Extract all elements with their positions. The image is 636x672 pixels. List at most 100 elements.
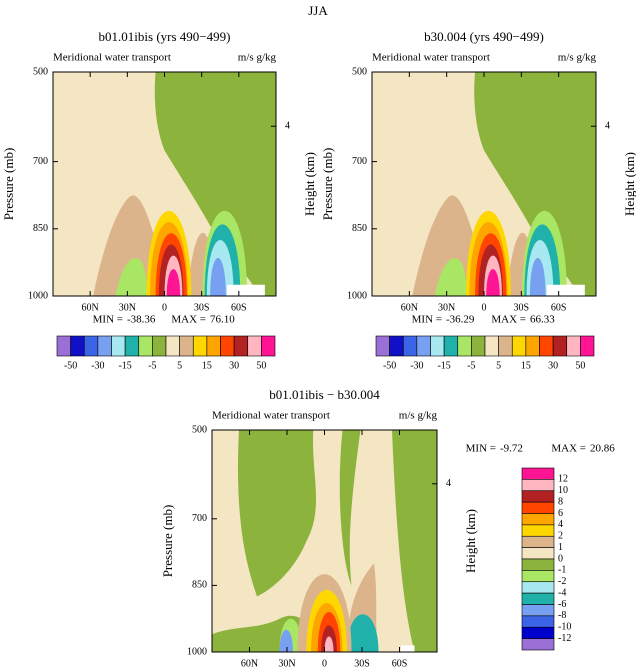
x-tick-label: 30N [438, 302, 455, 313]
min-value: -36.29 [446, 314, 475, 326]
colorbar-label: -50 [383, 360, 396, 371]
x-tick-label: 60S [551, 302, 567, 313]
panel-title: b30.004 (yrs 490−499) [424, 29, 544, 44]
colorbar-box [525, 335, 540, 357]
colorbar-label: 15 [521, 360, 531, 371]
left-string: Meridional water transport [53, 52, 171, 64]
contour-region [237, 430, 317, 597]
y-tick-label: 500 [192, 424, 207, 435]
colorbar-box [457, 335, 472, 357]
colorbar-label: 8 [558, 496, 563, 507]
y2-axis-label: Height (km) [463, 509, 478, 573]
contour-region [324, 636, 334, 652]
colorbar-box [70, 335, 85, 357]
x-tick-label: 60N [241, 658, 258, 669]
colorbar-label: -8 [558, 610, 566, 621]
contour-region [339, 430, 361, 586]
max-label: MAX = [551, 443, 586, 455]
right-string: m/s g/kg [238, 52, 277, 64]
colorbar-label: -10 [558, 622, 571, 633]
colorbar-box [375, 335, 390, 357]
y2-axis-label: Height (km) [302, 152, 317, 216]
max-label: MAX = [171, 314, 206, 326]
colorbar-label: -6 [558, 599, 566, 610]
colorbar-box [521, 501, 555, 514]
colorbar-label: 30 [229, 360, 239, 371]
min-label: MIN = [466, 443, 496, 455]
colorbar-label: -2 [558, 576, 566, 587]
colorbar-label: -1 [558, 565, 566, 576]
colorbar-label: -50 [64, 360, 77, 371]
colorbar-box [471, 335, 486, 357]
contour-field [212, 430, 437, 652]
panel-title: b01.01ibis − b30.004 [269, 387, 380, 402]
colorbar-label: 15 [202, 360, 212, 371]
colorbar-box [430, 335, 445, 357]
contour-region [486, 269, 500, 296]
colorbar-label: -12 [558, 633, 571, 644]
colorbar-box [416, 335, 431, 357]
panel: b01.01ibis − b30.004 Meridional water tra… [160, 387, 615, 669]
contour-field [53, 72, 276, 296]
left-string: Meridional water transport [212, 410, 330, 422]
contour-region [434, 258, 469, 296]
right-string: m/s g/kg [558, 52, 597, 64]
y2-tick-label: 4 [605, 121, 610, 132]
colorbar-box [521, 513, 555, 526]
colorbar-label: -30 [91, 360, 104, 371]
colorbar-label: 50 [256, 360, 266, 371]
colorbar-box [179, 335, 194, 357]
colorbar-box [220, 335, 235, 357]
contour-region [154, 72, 276, 296]
y-tick-label: 500 [33, 66, 48, 77]
colorbar-box [389, 335, 404, 357]
y2-tick-label: 4 [446, 478, 451, 489]
max-value: 66.33 [530, 314, 555, 326]
max-value: 20.86 [590, 443, 615, 455]
y-tick-label: 700 [192, 513, 207, 524]
x-tick-label: 30S [194, 302, 210, 313]
contour-region [226, 284, 265, 296]
y-tick-label: 850 [33, 223, 48, 234]
y-axis-label: Pressure (mb) [160, 505, 175, 578]
colorbar-box [165, 335, 180, 357]
contour-region [166, 269, 181, 296]
colorbar-label: 0 [558, 553, 563, 564]
colorbar-label: 30 [548, 360, 558, 371]
colorbar-label: 2 [558, 531, 563, 542]
x-tick-label: 30N [119, 302, 136, 313]
colorbar-label: -30 [410, 360, 423, 371]
y-axis-label: Pressure (mb) [320, 148, 335, 221]
colorbar-box [511, 335, 527, 357]
colorbar-box [233, 335, 249, 357]
colorbar-box [521, 615, 555, 628]
x-tick-label: 60S [231, 302, 247, 313]
colorbar-box [580, 335, 595, 357]
colorbar-box [111, 335, 126, 357]
left-string: Meridional water transport [372, 52, 490, 64]
colorbar-box [443, 335, 459, 357]
contour-region [347, 614, 379, 652]
panel-title: b01.01ibis (yrs 490−499) [99, 29, 231, 44]
colorbar-label: -15 [118, 360, 131, 371]
x-tick-label: 60N [82, 302, 99, 313]
colorbar-box [539, 335, 554, 357]
x-tick-label: 30S [514, 302, 530, 313]
colorbar-box [484, 335, 499, 357]
colorbar-box [521, 626, 555, 639]
colorbar-box [83, 335, 99, 357]
colorbar-box [521, 638, 555, 651]
colorbar-box [521, 479, 555, 492]
colorbar-label: 10 [558, 485, 568, 496]
y-axis-label: Pressure (mb) [1, 148, 16, 221]
x-tick-label: 30N [278, 658, 295, 669]
colorbar-box [261, 335, 276, 357]
y-tick-label: 1000 [28, 290, 48, 301]
min-value: -9.72 [500, 443, 523, 455]
x-tick-label: 30S [354, 658, 370, 669]
colorbar-label: -15 [437, 360, 450, 371]
max-value: 76.10 [210, 314, 235, 326]
contour-region [279, 629, 293, 652]
colorbar-box [521, 490, 555, 503]
colorbar-box [206, 335, 221, 357]
